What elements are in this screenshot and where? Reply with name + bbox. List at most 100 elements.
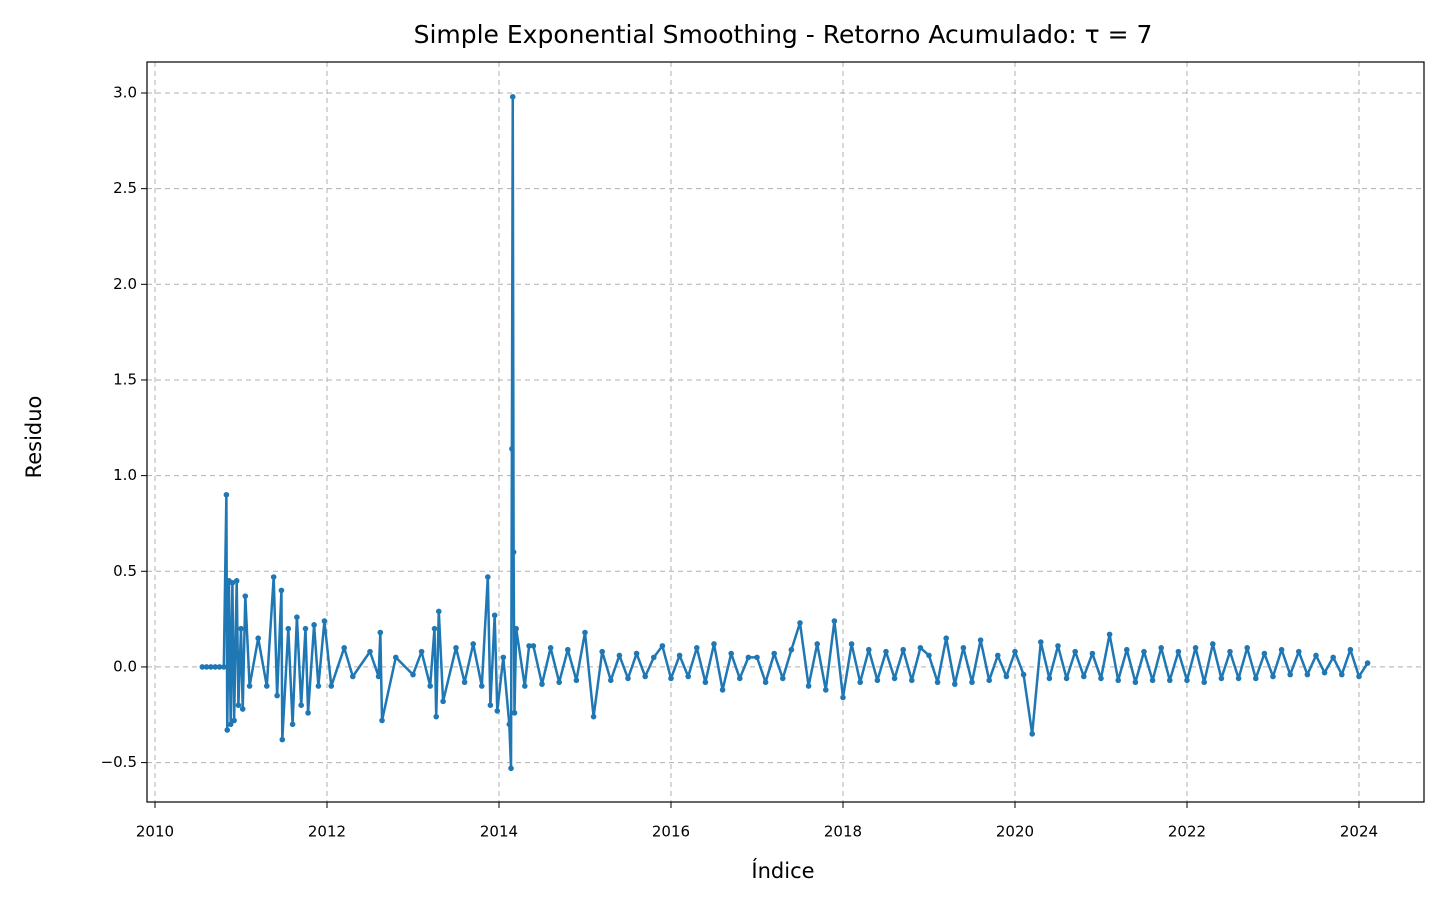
- data-point: [311, 622, 317, 628]
- chart-title: Simple Exponential Smoothing - Retorno A…: [414, 20, 1153, 49]
- data-point: [1055, 643, 1061, 649]
- data-point: [392, 654, 399, 661]
- y-tick-label: 2.0: [113, 275, 137, 293]
- data-point: [435, 608, 442, 615]
- data-point: [1338, 671, 1345, 678]
- data-point: [754, 654, 760, 661]
- data-point: [255, 635, 261, 642]
- data-point: [745, 654, 752, 661]
- data-point: [1149, 677, 1156, 684]
- data-point: [223, 491, 230, 498]
- data-point: [242, 593, 249, 599]
- data-point: [573, 677, 580, 684]
- data-point: [1141, 648, 1147, 655]
- data-point: [1313, 652, 1319, 659]
- data-point: [349, 673, 356, 680]
- data-point: [510, 549, 517, 555]
- data-point: [1287, 671, 1293, 678]
- data-point: [461, 679, 468, 686]
- data-point: [1201, 679, 1207, 686]
- data-point: [224, 727, 231, 733]
- data-point: [564, 646, 571, 653]
- data-point: [478, 683, 485, 689]
- data-point: [203, 664, 210, 670]
- data-point: [410, 671, 416, 678]
- data-point: [779, 675, 786, 682]
- data-point: [797, 620, 803, 626]
- x-tick-label: 2010: [136, 823, 174, 841]
- data-point: [822, 687, 829, 693]
- data-point: [1321, 669, 1328, 676]
- x-tick-label: 2020: [996, 823, 1034, 841]
- data-point: [278, 587, 285, 594]
- data-point: [1003, 673, 1010, 680]
- data-point: [494, 708, 501, 714]
- data-point: [891, 675, 898, 682]
- data-point: [977, 637, 984, 643]
- data-point: [1158, 645, 1164, 651]
- series-line: [202, 95, 1369, 770]
- y-tick-label: 0.5: [113, 562, 137, 580]
- data-point: [1175, 648, 1182, 655]
- data-point: [702, 679, 709, 686]
- data-point: [199, 664, 206, 670]
- y-tick-label: 3.0: [113, 83, 137, 101]
- data-point: [508, 765, 514, 772]
- data-point: [212, 664, 218, 670]
- data-point: [1295, 648, 1302, 655]
- data-point: [227, 721, 234, 728]
- data-point: [788, 646, 795, 653]
- data-point: [1029, 731, 1035, 737]
- data-point: [1356, 673, 1362, 680]
- data-point: [633, 650, 640, 657]
- y-tick-label: 2.5: [113, 179, 137, 197]
- data-point: [943, 635, 949, 642]
- data-point: [805, 683, 812, 689]
- data-point: [427, 683, 433, 689]
- data-point: [642, 673, 648, 680]
- data-point: [229, 579, 236, 586]
- data-point: [762, 679, 769, 686]
- data-point: [986, 677, 992, 684]
- data-point: [607, 677, 614, 684]
- data-point: [367, 648, 373, 655]
- data-point: [736, 675, 743, 682]
- data-point: [279, 736, 286, 743]
- data-point: [487, 702, 494, 708]
- x-tick-label: 2022: [1168, 823, 1206, 841]
- data-point: [1098, 675, 1104, 682]
- data-point: [865, 646, 872, 653]
- data-point: [969, 679, 975, 686]
- data-point: [1106, 631, 1113, 638]
- data-point: [848, 641, 855, 647]
- data-point: [302, 625, 309, 632]
- data-point: [485, 574, 491, 580]
- data-point: [491, 612, 498, 619]
- x-axis-label: Índice: [751, 858, 814, 883]
- data-point: [685, 673, 691, 680]
- data-point: [1080, 673, 1087, 680]
- x-tick-label: 2012: [308, 823, 346, 841]
- data-point: [1252, 675, 1259, 682]
- data-point: [934, 679, 941, 686]
- data-point: [668, 675, 674, 682]
- data-point: [294, 614, 300, 620]
- data-point: [285, 625, 292, 632]
- data-point: [650, 654, 657, 661]
- data-point: [315, 683, 322, 689]
- data-point: [1209, 641, 1216, 647]
- data-point: [239, 706, 246, 712]
- data-point: [1063, 675, 1070, 682]
- data-point: [341, 645, 347, 651]
- data-point: [418, 648, 425, 655]
- data-point: [377, 629, 384, 636]
- y-axis-label: Residuo: [22, 396, 46, 479]
- data-point: [1012, 648, 1018, 655]
- data-point: [530, 643, 537, 649]
- x-tick-label: 2018: [824, 823, 862, 841]
- data-point: [1261, 650, 1268, 657]
- y-tick-label: 0.0: [113, 657, 137, 675]
- data-point: [1123, 646, 1130, 653]
- data-point: [1166, 677, 1173, 684]
- data-point: [1330, 654, 1336, 661]
